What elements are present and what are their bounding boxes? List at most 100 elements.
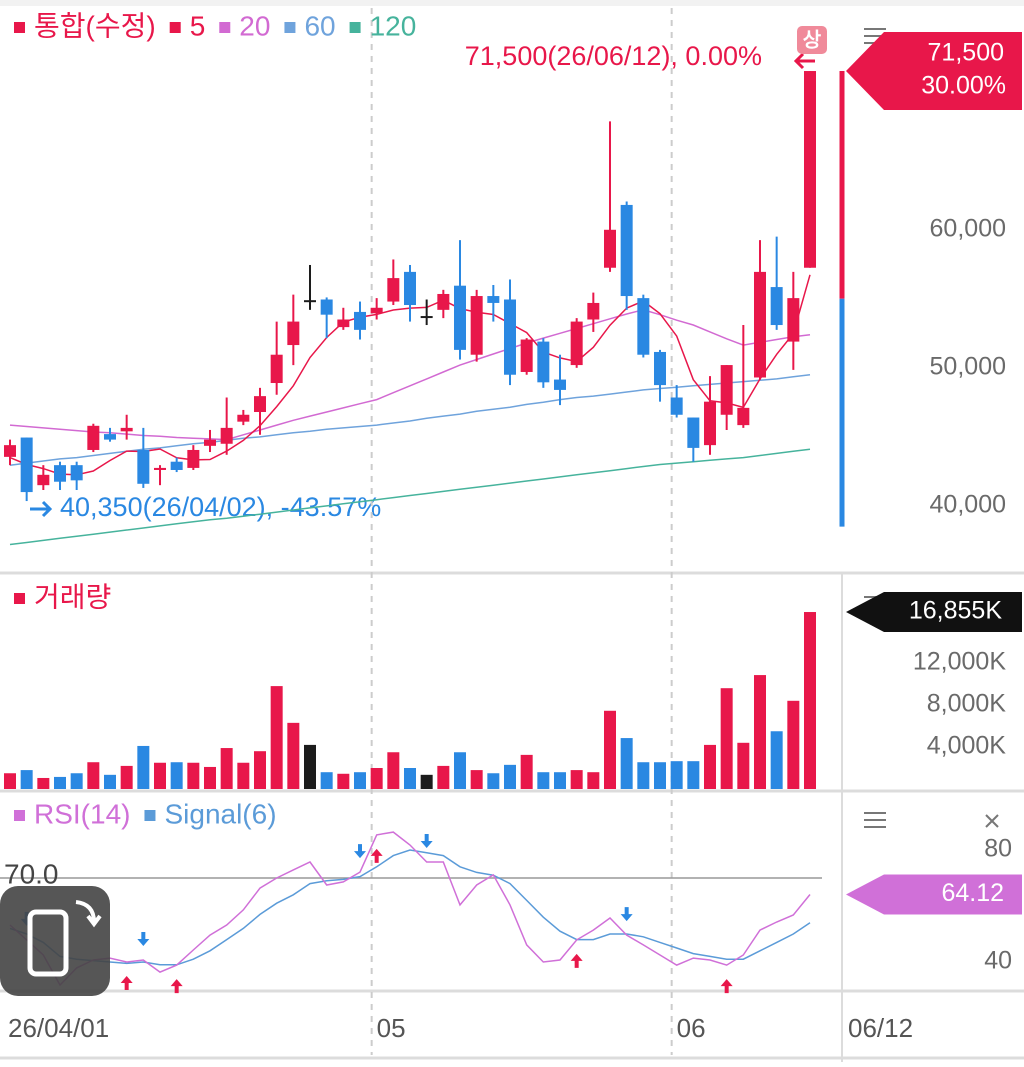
candle-body [404,271,416,306]
volume-bar [754,675,766,789]
high-annotation: 71,500(26/06/12), 0.00% [465,41,762,71]
volume-bar [287,722,300,789]
candle-body [87,425,100,450]
volume-bar [220,748,233,789]
candle-body [270,354,283,384]
candle-body [137,449,150,484]
moving-average-line [9,448,811,546]
volume-bar [337,773,350,789]
price-tag-label: 71,500 [928,39,1004,67]
candle-body [770,287,783,326]
volume-bar [787,700,800,789]
change-tag-label: 30.00% [921,72,1006,100]
volume-tag [846,592,1022,633]
y-tick-label: 4,000K [927,732,1007,760]
sell-signal [354,844,366,859]
rotate-arrow [75,900,102,928]
volume-bar [437,765,450,789]
price-tag [846,32,1022,111]
rsi-tag-label: 64.12 [941,879,1004,907]
volume-bar [70,773,83,789]
candle-body [237,414,250,422]
volume-bar [137,745,150,789]
candle-body [520,339,533,372]
buy-signal [370,848,383,863]
volume-bar [587,772,600,789]
candle-body [37,474,50,486]
candle-body [337,319,350,328]
phone-icon [27,909,69,977]
menu-icon[interactable] [864,812,886,828]
candle-body [654,351,666,386]
volume-bar [387,752,400,789]
legend-label: 120 [370,10,417,41]
volume-bar [187,762,200,789]
x-tick-label: 06/12 [848,1013,913,1043]
volume-bar [270,686,283,789]
legend-swatch [144,810,156,821]
volume-bar [4,773,16,789]
volume-bar [770,731,783,789]
candle-body [204,439,216,446]
candle-body [637,298,650,355]
volume-bar [404,768,416,789]
volume-bar [54,776,66,789]
legend-label: RSI(14) [34,798,130,829]
volume-bar [554,772,566,789]
y-tick-label: 60,000 [930,214,1006,242]
y-tick-label: 40,000 [930,490,1006,518]
legend-swatch [219,22,231,33]
candle-body [454,285,466,350]
buy-signal [720,979,733,994]
high-arrow [793,52,815,70]
candle-body [737,407,750,426]
candle-body [420,316,433,319]
volume-bar [804,612,816,789]
volume-bar [354,772,366,789]
legend-swatch [349,22,361,33]
volume-bar [204,766,216,789]
candle-body [554,379,566,390]
x-tick-label: 05 [377,1013,406,1043]
volume-bar [604,710,616,789]
volume-bar [504,764,516,789]
candle-body [120,427,133,432]
buy-signal [570,953,583,968]
volume-bar [520,754,533,789]
candle-body [170,461,183,470]
legend-swatch [169,22,181,33]
candle-body [70,465,83,481]
candle-body [154,467,166,470]
legend-label: 20 [239,10,270,41]
candle-body [104,434,116,440]
top-bar [0,0,1024,6]
legend-swatch [284,22,296,33]
volume-bar [320,772,333,789]
legend-swatch [14,22,25,33]
volume-bar [104,774,116,789]
candle-body [354,311,366,330]
volume-bar [87,762,100,789]
volume-bar [737,742,750,789]
sell-signal [620,907,633,922]
legend-label: 통합(수정) [34,10,156,41]
close-icon[interactable] [985,814,999,828]
candle-body [587,302,600,320]
candle-body [804,71,816,268]
volume-bar [370,768,383,789]
sell-signal [137,932,150,947]
reference-label: 70.0 [4,858,59,889]
candle-body [620,204,633,297]
buy-signal [170,979,183,994]
rotate-button[interactable] [0,886,112,998]
volume-bar [620,738,633,789]
volume-bar [537,772,550,789]
indicator-line [9,849,811,966]
rotate-button-bg [0,886,110,996]
candle-body [604,229,616,268]
candle-body [304,300,316,303]
volume-bar [704,744,716,789]
limit-badge-bg [797,26,827,54]
